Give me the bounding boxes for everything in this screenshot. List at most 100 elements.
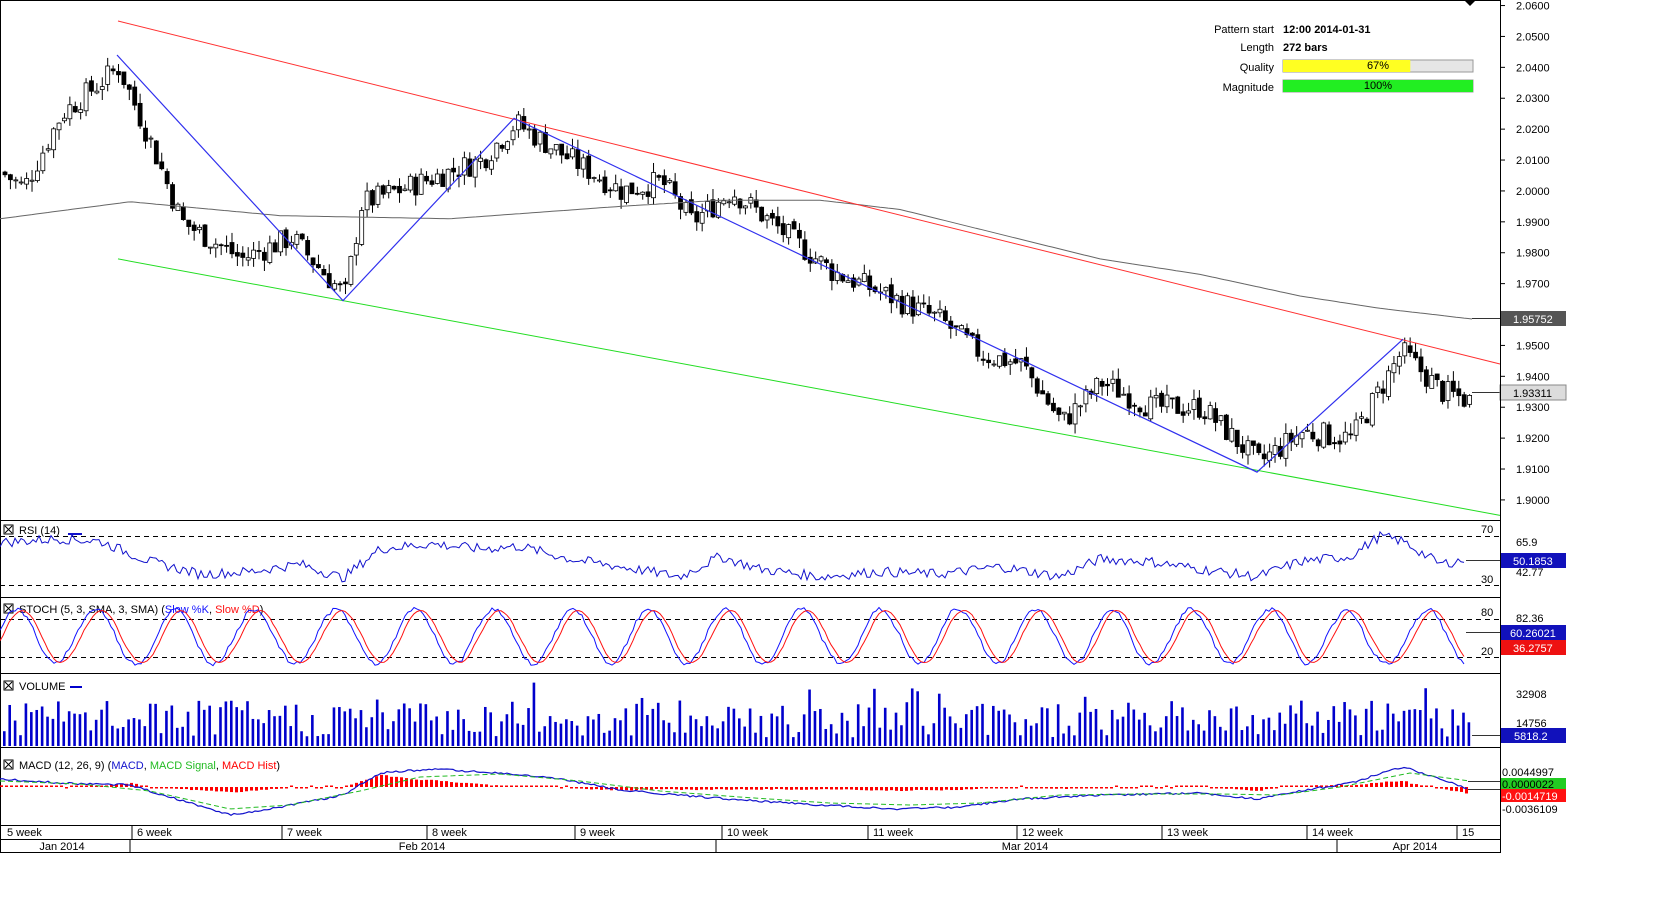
week-label: 8 week [432,827,467,839]
macd-hist-bar [295,787,298,789]
macd-hist-bar [1270,787,1273,789]
candle-body [186,219,192,227]
volume-bar [1013,722,1017,746]
stoch-k-tag [1500,625,1566,640]
volume-close-icon-cross [4,681,13,690]
candle-body [537,131,543,145]
volume-bar [311,715,314,746]
candle-body [45,148,51,151]
month-label: Feb 2014 [399,841,445,853]
volume-bar [775,716,779,746]
quality-label: Quality [1240,62,1275,74]
volume-bar [1002,709,1006,746]
macd-hist-bar [455,782,458,787]
volume-bar [705,716,709,746]
volume-bar [494,736,498,746]
macd-hist-bar [1190,785,1193,787]
candle-body [645,191,651,197]
volume-bar [175,727,179,746]
macd-hist-bar [755,787,758,790]
volume-bar [1375,730,1379,746]
macd-hist-bar [0,785,3,787]
macd-hist-bar [880,787,883,791]
candle-body [991,363,997,366]
price-tick-label: 2.0200 [1516,124,1550,136]
candle-body [1396,356,1402,367]
macd-hist-bar [305,787,308,789]
stoch-level-20-label: 20 [1481,646,1493,658]
volume-bar [1229,708,1233,746]
macd-legend-sep2: , [216,760,222,772]
macd-hist-bar [820,787,823,790]
candle-body [1040,390,1046,395]
macd-hist-bar [1350,785,1353,787]
macd-hist-bar [1025,787,1028,789]
candle-body [710,199,716,218]
volume-bar [835,733,838,746]
candle-body [29,179,35,182]
macd-hist-bar [1410,783,1413,787]
candle-body [402,188,408,191]
week-label: 5 week [7,827,42,839]
candle-body [218,244,224,247]
candle-body [764,215,770,221]
macd-hist-bar [1000,787,1003,789]
volume-bar [770,713,774,746]
candle-body [121,71,127,85]
candle-body [1450,380,1456,392]
volume-bar [575,725,579,746]
rsi-current-tag [1500,553,1566,568]
macd-hist-bar [225,787,228,792]
macd-hist-bar [95,785,98,787]
candle-body [1034,378,1040,394]
macd-hist-bar [70,785,73,787]
candle-body [262,251,267,261]
macd-hist-bar [1185,785,1188,787]
candle-body [591,177,597,179]
macd-hist-bar [1135,787,1138,789]
volume-bar [240,710,244,746]
macd-hist-bar [845,787,848,790]
candle-body [391,185,397,190]
macd-hist-bar [460,782,463,787]
candle-body [483,159,489,169]
scroll-marker-icon[interactable] [1464,0,1476,6]
volume-bar [651,708,655,746]
candle-body [321,268,327,276]
macd-hist-bar [860,787,863,791]
macd-hist-bar [1085,787,1088,789]
macd-hist-bar [10,785,13,787]
macd-hist-bar [345,785,348,787]
volume-bar [202,709,206,746]
macd-hist-bar [1250,787,1253,791]
candle-body [910,296,916,317]
candle-body [1056,407,1062,415]
macd-axis-top: 0.0044997 [1502,767,1554,779]
volume-bar [797,732,801,746]
volume-bar [1246,726,1249,746]
stoch-title: STOCH (5, 3, SMA, 3, SMA) (Slow %K, Slow… [19,604,263,616]
macd-hist-bar [415,779,418,787]
macd-signal-line [0,772,1468,810]
candle-body [667,180,673,183]
macd-hist-bar [1440,787,1443,789]
volume-bar [683,732,687,746]
macd-hist-bar [555,785,558,787]
macd-axis-zero: 0.0000022 [1502,779,1554,791]
macd-hist-bar [5,785,8,787]
macd-panel: MACD (12, 26, 9) (MACD, MACD Signal, MAC… [0,759,1566,816]
macd-hist-bar [25,785,28,787]
volume-bar [781,705,784,746]
candle-body [1359,416,1364,419]
macd-hist-bar [700,787,703,790]
macd-hist-bar [550,785,553,787]
macd-hist-bar [165,787,168,789]
macd-hist-bar [1045,787,1048,789]
candle-body [83,82,89,112]
macd-hist-bar [1280,785,1283,787]
volume-bar [1408,709,1411,746]
macd-hist-bar [425,779,428,787]
candle-body [1272,445,1278,455]
volume-bar [721,721,725,746]
candle-body [159,161,165,170]
